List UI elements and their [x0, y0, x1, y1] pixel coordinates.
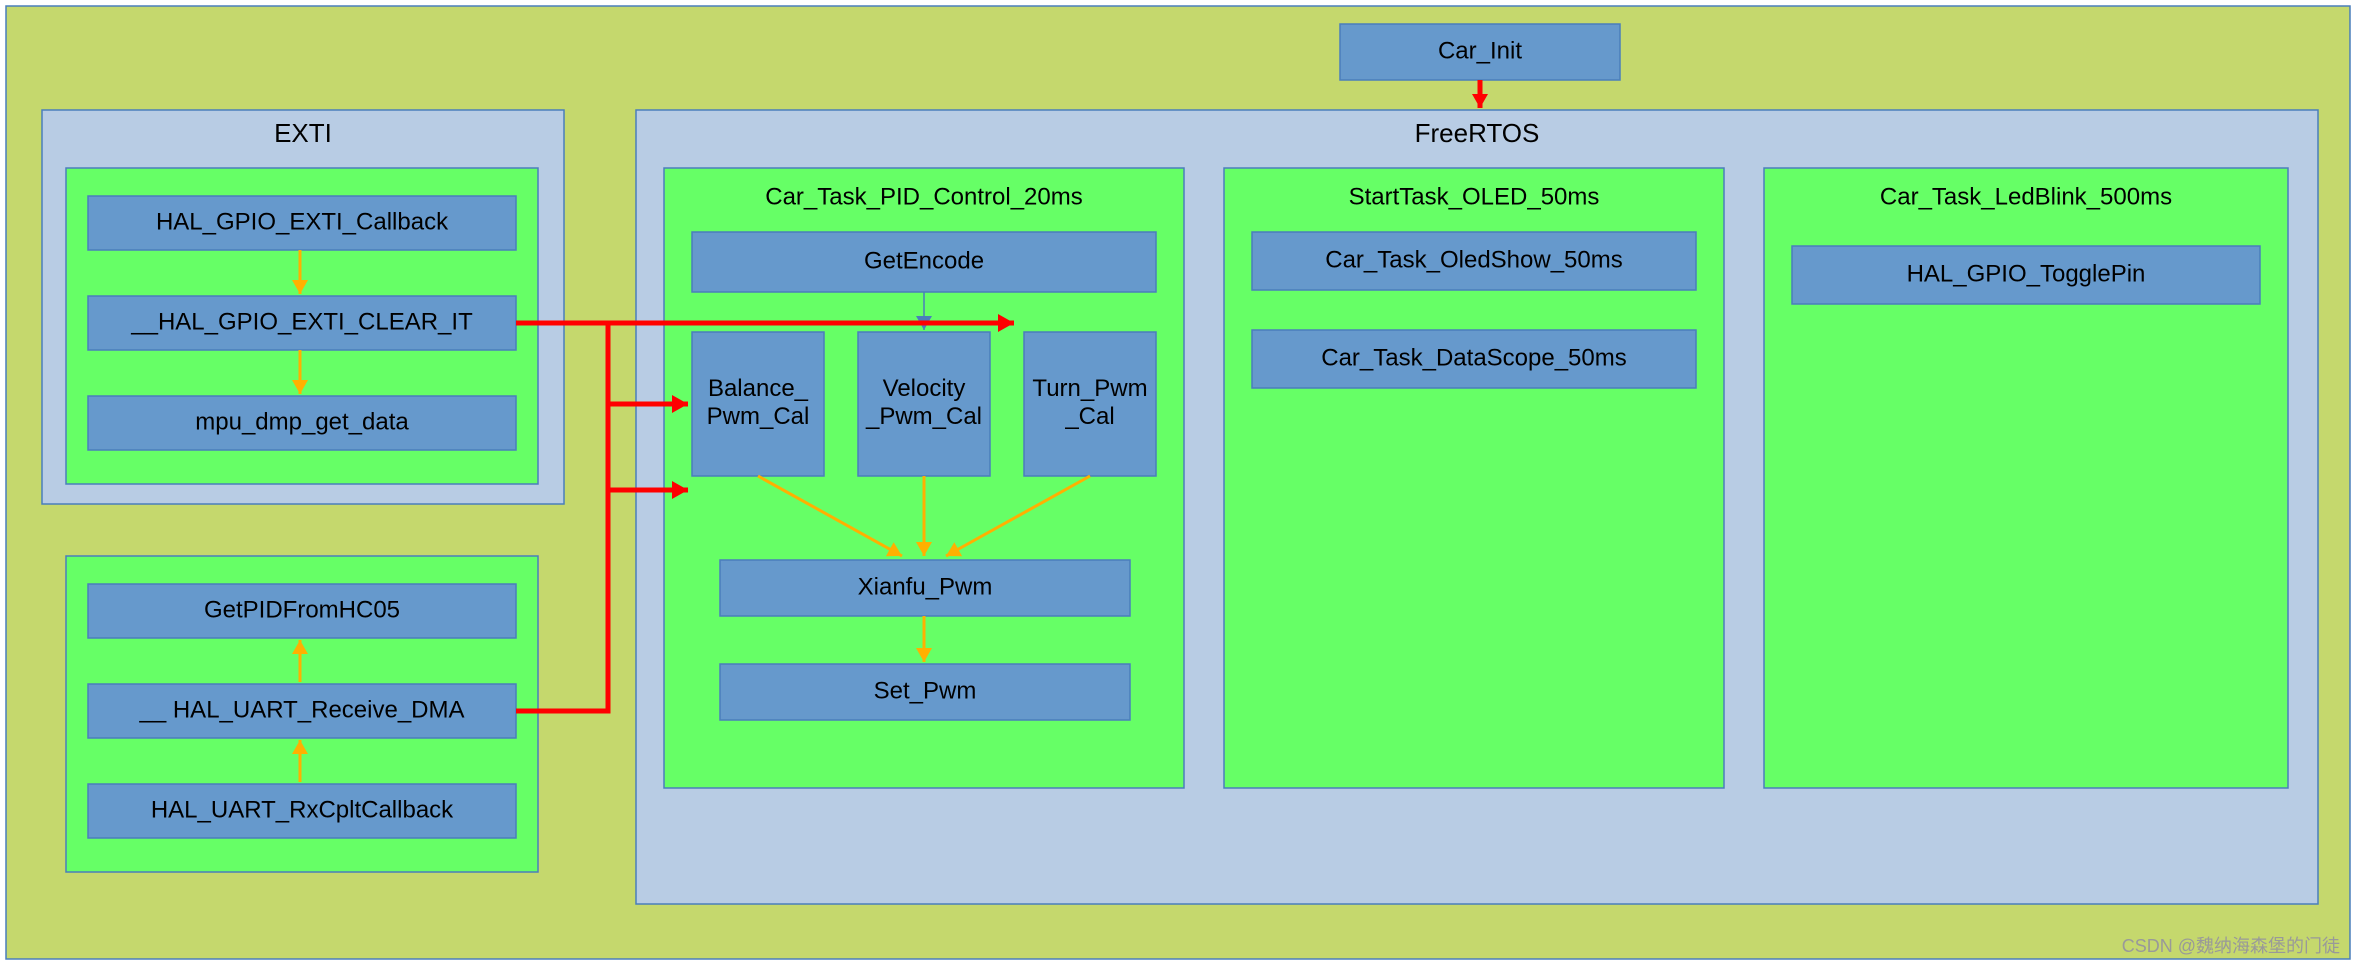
mpu_dmp_get_data-label: mpu_dmp_get_data — [195, 408, 409, 435]
freertos-title: FreeRTOS — [1415, 118, 1540, 148]
car_task_datascope-label: Car_Task_DataScope_50ms — [1321, 344, 1627, 371]
hal_uart_receive_dma-label: __ HAL_UART_Receive_DMA — [138, 696, 464, 723]
led-title: Car_Task_LedBlink_500ms — [1880, 183, 2172, 210]
set_pwm-label: Set_Pwm — [874, 677, 977, 704]
velocity-label: Velocity_Pwm_Cal — [865, 375, 982, 430]
get_pid_from_hc05-label: GetPIDFromHC05 — [204, 596, 400, 623]
hal_gpio_togglepin-label: HAL_GPIO_TogglePin — [1907, 260, 2146, 287]
pid-title: Car_Task_PID_Control_20ms — [765, 183, 1082, 210]
car-init-label: Car_Init — [1438, 37, 1522, 64]
oled-title: StartTask_OLED_50ms — [1349, 183, 1600, 210]
hal_gpio_exti_clear_it-label: __HAL_GPIO_EXTI_CLEAR_IT — [130, 308, 473, 335]
hal_gpio_exti_callback-label: HAL_GPIO_EXTI_Callback — [156, 208, 449, 235]
watermark: CSDN @魏纳海森堡的门徒 — [2122, 936, 2340, 956]
get-encode-label: GetEncode — [864, 247, 984, 274]
balance-label: Balance_Pwm_Cal — [707, 375, 810, 430]
xianfu-label: Xianfu_Pwm — [858, 573, 993, 600]
hal_uart_rxcplt-label: HAL_UART_RxCpltCallback — [151, 796, 454, 823]
exti-title: EXTI — [274, 118, 332, 148]
car_task_oledshow-label: Car_Task_OledShow_50ms — [1325, 246, 1622, 273]
